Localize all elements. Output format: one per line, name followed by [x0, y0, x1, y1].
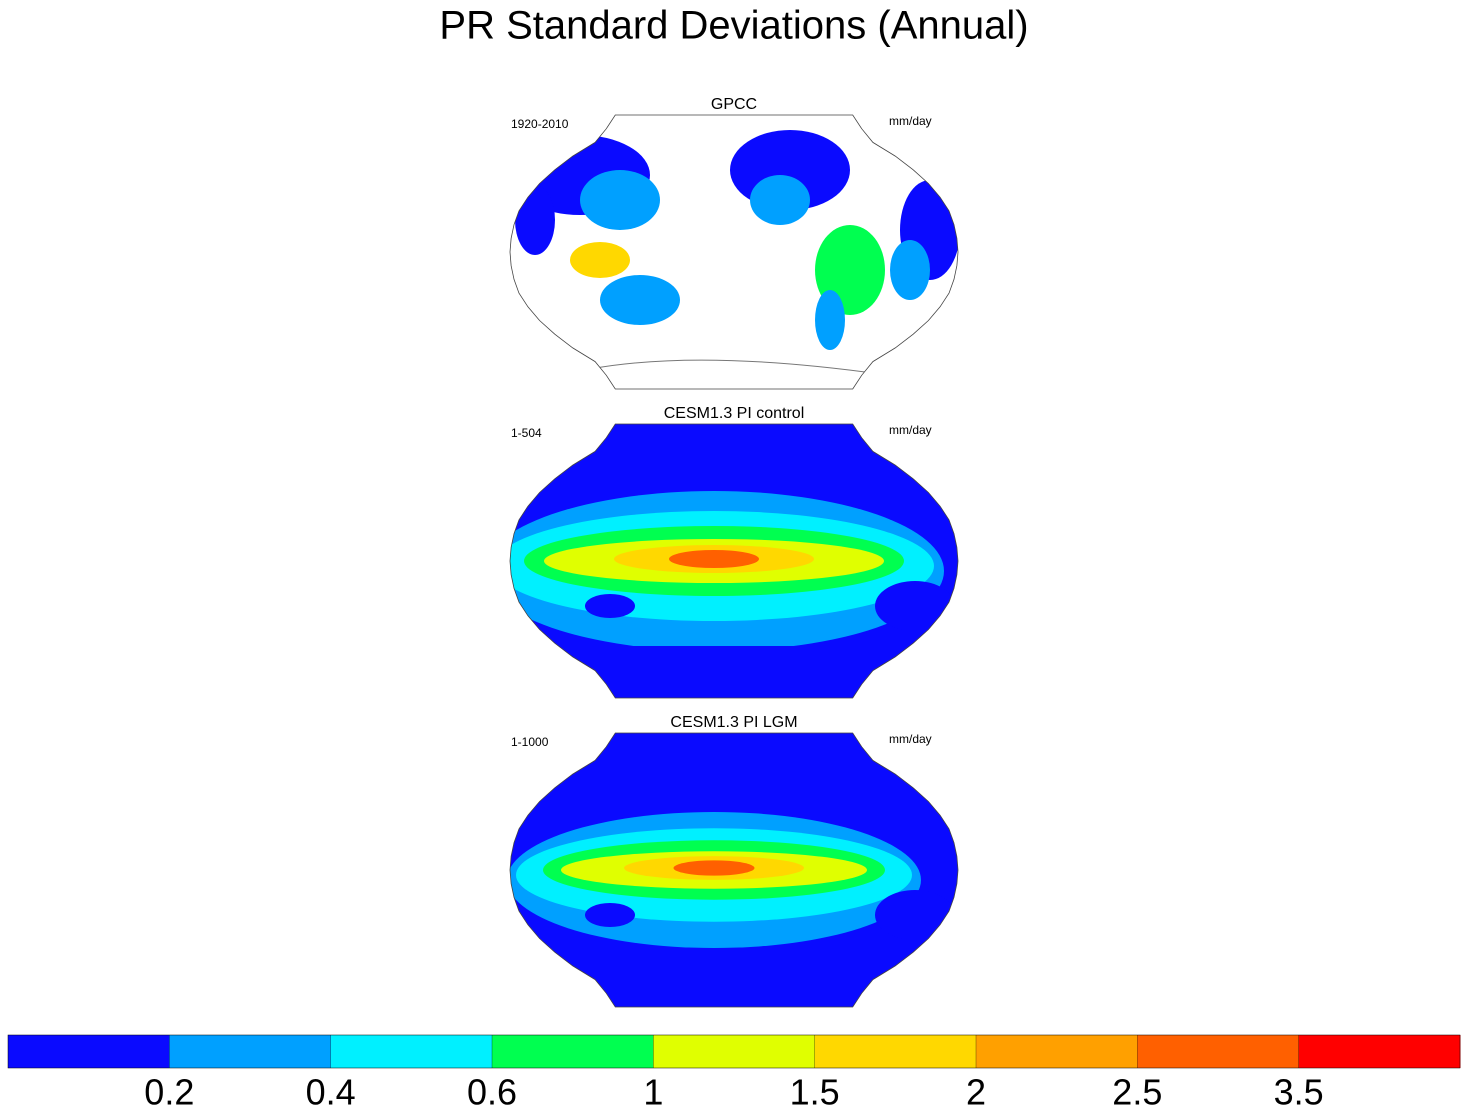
colorbar-box — [1298, 1035, 1461, 1068]
colorbar-box — [1137, 1035, 1300, 1068]
dry-zone — [875, 581, 955, 631]
antarctica — [589, 359, 881, 375]
map — [510, 115, 958, 389]
south-band — [510, 646, 958, 698]
map-outline — [509, 423, 959, 699]
figure-title: PR Standard Deviations (Annual) — [439, 4, 1028, 48]
colorbar-label: 3.5 — [1274, 1072, 1324, 1113]
colorbar-label: 0.2 — [144, 1072, 194, 1113]
colorbar-box — [169, 1035, 332, 1068]
panel-units: mm/day — [889, 423, 932, 437]
panel-units: mm/day — [889, 732, 932, 746]
panel-title: CESM1.3 PI control — [664, 405, 805, 422]
panel-period: 1920-2010 — [511, 117, 569, 131]
colorbar-frame — [7, 1034, 1461, 1069]
colorbar-box — [976, 1035, 1138, 1068]
colorbar-label: 2.5 — [1112, 1072, 1162, 1113]
colorbar-box — [653, 1035, 816, 1068]
dry-zone — [585, 594, 635, 618]
map — [510, 424, 958, 698]
dry-zone — [875, 890, 955, 940]
south-band — [510, 955, 958, 1007]
colorbar-box — [8, 1035, 170, 1068]
colorbar-label: 1.5 — [790, 1072, 840, 1113]
colorbar-box — [492, 1035, 654, 1068]
colorbar-box — [330, 1035, 493, 1068]
colorbar-label: 0.4 — [306, 1072, 356, 1113]
band — [673, 860, 755, 876]
panel-units: mm/day — [889, 114, 932, 128]
land — [580, 170, 660, 230]
map-outline — [509, 114, 959, 390]
panel-title: GPCC — [711, 96, 757, 113]
map — [510, 733, 958, 1007]
land — [570, 242, 630, 278]
land — [750, 175, 810, 225]
colorbar-label: 1 — [643, 1072, 663, 1113]
band — [669, 550, 759, 568]
colorbar-label: 0.6 — [467, 1072, 517, 1113]
dry-zone — [585, 903, 635, 927]
colorbar-label: 2 — [966, 1072, 986, 1113]
panel-period: 1-1000 — [511, 735, 549, 749]
panel-title: CESM1.3 PI LGM — [670, 714, 797, 731]
land — [815, 290, 845, 350]
land — [890, 240, 930, 300]
land — [600, 275, 680, 325]
panel-period: 1-504 — [511, 426, 542, 440]
colorbar-box — [814, 1035, 977, 1068]
map-outline — [509, 732, 959, 1008]
land — [515, 185, 555, 255]
